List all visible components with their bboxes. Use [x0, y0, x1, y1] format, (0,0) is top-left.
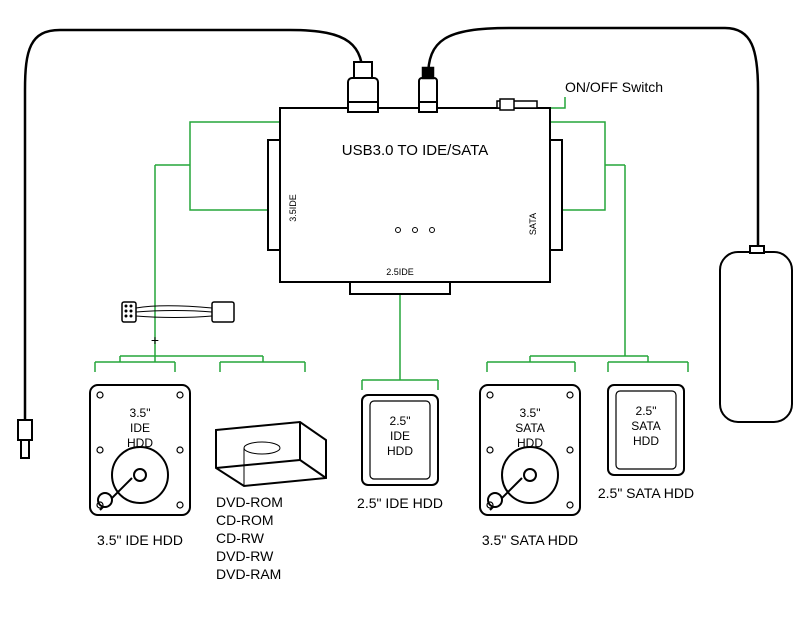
caption-25sata: 2.5" SATA HDD	[598, 485, 694, 501]
caption-35ide: 3.5" IDE HDD	[97, 532, 183, 548]
molex-cable-icon	[122, 302, 234, 322]
device-35-ide-hdd: 3.5" IDE HDD	[90, 385, 190, 515]
svg-text:2.5": 2.5"	[636, 404, 657, 418]
svg-text:IDE: IDE	[130, 421, 150, 435]
svg-text:IDE: IDE	[390, 429, 410, 443]
diagram-canvas: USB3.0 TO IDE/SATA 3.5IDE SATA 2.5IDE ON…	[0, 0, 800, 633]
port-sata-label: SATA	[528, 213, 538, 235]
port-25ide-label: 2.5IDE	[386, 267, 414, 277]
caption-25ide: 2.5" IDE HDD	[357, 495, 443, 511]
optical-l4: DVD-RW	[216, 548, 274, 564]
optical-l1: DVD-ROM	[216, 494, 283, 510]
device-35-sata-hdd: 3.5" SATA HDD	[480, 385, 580, 515]
optical-l5: DVD-RAM	[216, 566, 281, 582]
svg-text:HDD: HDD	[387, 444, 413, 458]
port-35ide-label: 3.5IDE	[288, 194, 298, 222]
caption-35sata: 3.5" SATA HDD	[482, 532, 578, 548]
plus-sign: +	[151, 332, 159, 348]
device-25-ide-hdd: 2.5" IDE HDD	[362, 395, 438, 485]
svg-text:HDD: HDD	[633, 434, 659, 448]
device-optical	[216, 422, 326, 486]
svg-text:SATA: SATA	[631, 419, 661, 433]
svg-text:3.5": 3.5"	[520, 406, 541, 420]
svg-text:3.5": 3.5"	[130, 406, 151, 420]
switch-label: ON/OFF Switch	[565, 79, 663, 95]
adapter-body: USB3.0 TO IDE/SATA 3.5IDE SATA 2.5IDE	[268, 99, 562, 294]
adapter-title: USB3.0 TO IDE/SATA	[342, 142, 488, 159]
svg-text:HDD: HDD	[517, 436, 543, 450]
svg-text:SATA: SATA	[515, 421, 545, 435]
device-25-sata-hdd: 2.5" SATA HDD	[608, 385, 684, 475]
svg-text:HDD: HDD	[127, 436, 153, 450]
optical-l2: CD-ROM	[216, 512, 274, 528]
svg-text:2.5": 2.5"	[390, 414, 411, 428]
optical-l3: CD-RW	[216, 530, 265, 546]
